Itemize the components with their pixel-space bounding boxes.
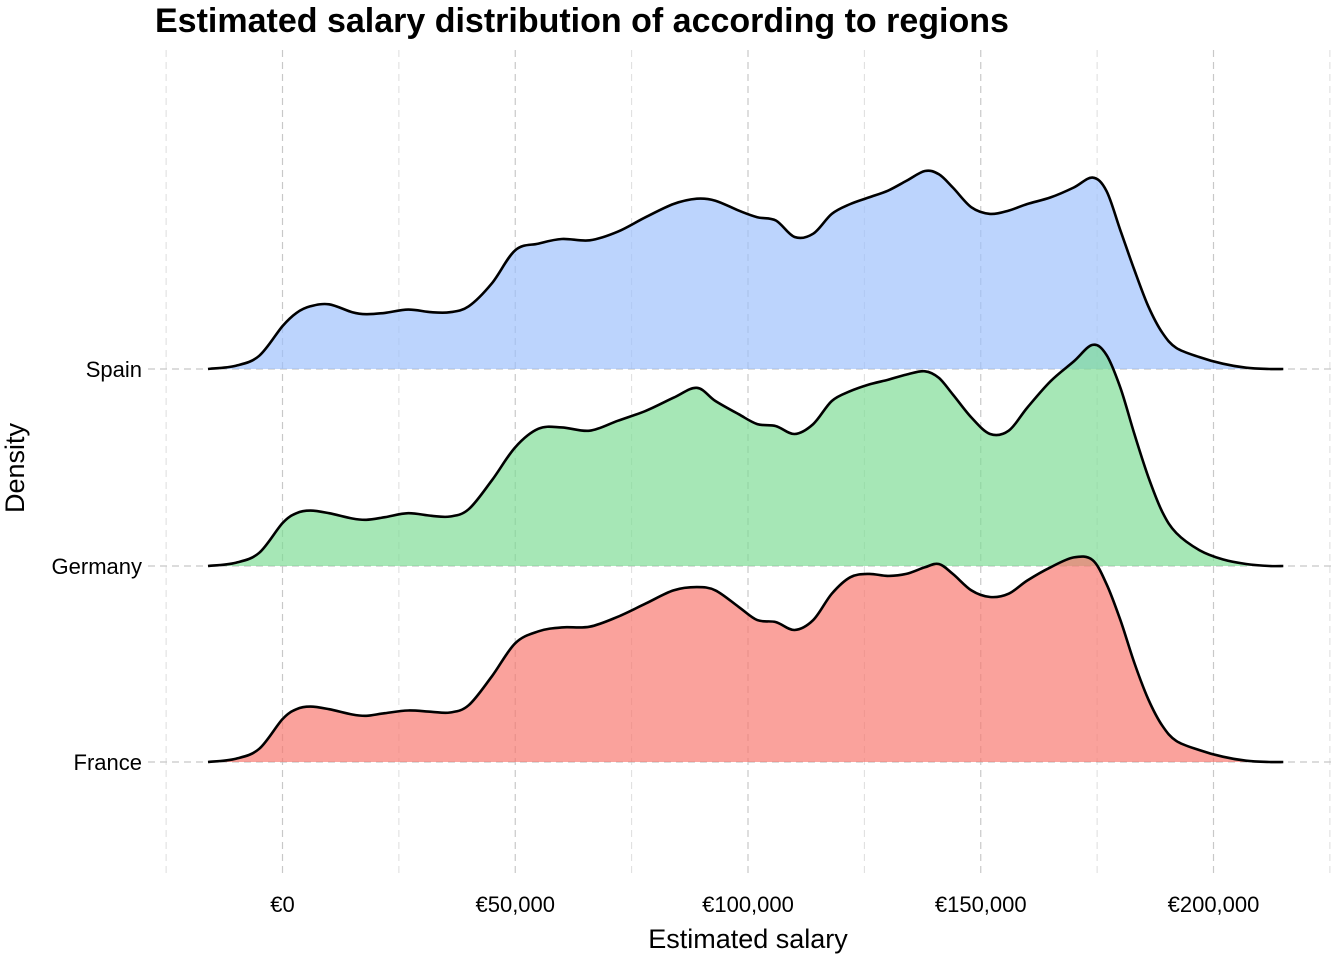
ridge-outline-france [207, 555, 1284, 764]
y-tick-label-germany: Germany [52, 554, 142, 579]
density-ridges [207, 169, 1284, 764]
x-tick-label: €0 [270, 892, 294, 917]
x-tick-label: €100,000 [702, 892, 794, 917]
x-tick-label: €150,000 [935, 892, 1027, 917]
ridge-outline-germany [207, 343, 1284, 568]
y-tick-label-france: France [74, 750, 142, 775]
y-tick-labels: France Germany Spain [52, 357, 142, 775]
y-tick-label-spain: Spain [86, 357, 142, 382]
ridge-fill-germany [208, 344, 1284, 567]
ridge-spain [207, 169, 1284, 371]
ridge-france [207, 555, 1284, 764]
ridge-fill-france [208, 556, 1284, 763]
x-tick-labels: €0 €50,000 €100,000 €150,000 €200,000 [270, 892, 1259, 917]
ridge-fill-spain [208, 170, 1284, 370]
x-axis-title: Estimated salary [648, 924, 848, 954]
ridge-outline-spain [207, 169, 1284, 371]
chart-title: Estimated salary distribution of accordi… [155, 2, 1009, 40]
y-axis-title: Density [0, 422, 30, 513]
x-tick-label: €50,000 [475, 892, 555, 917]
ridge-germany [207, 343, 1284, 568]
x-tick-label: €200,000 [1168, 892, 1260, 917]
